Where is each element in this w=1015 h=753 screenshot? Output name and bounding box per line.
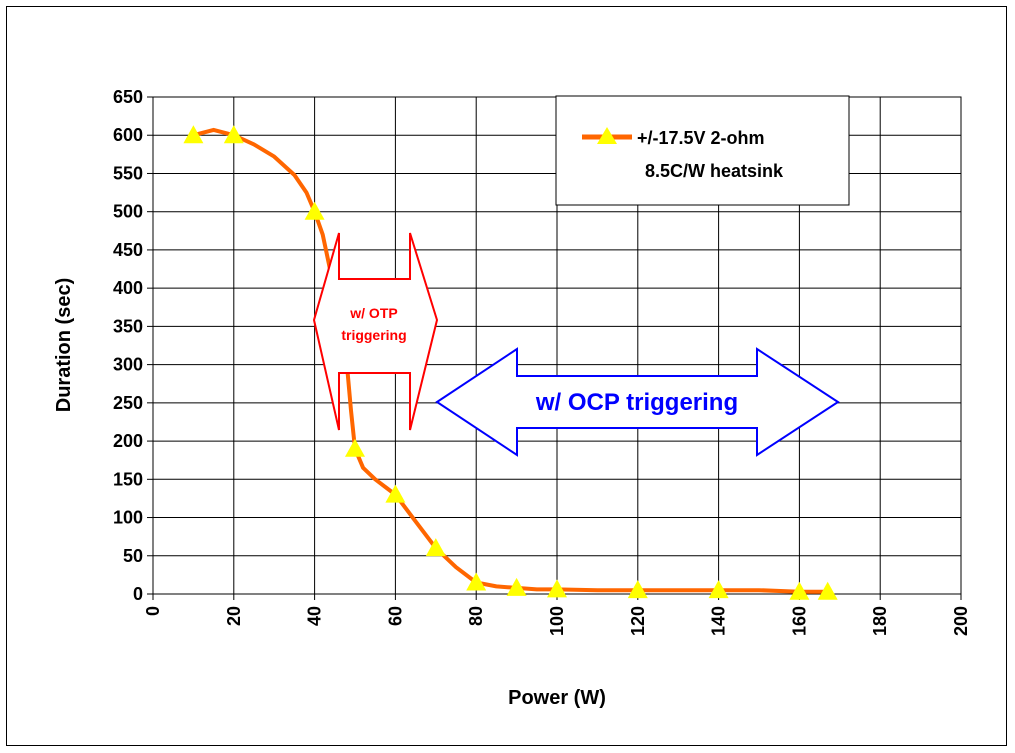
series-group bbox=[183, 125, 838, 600]
y-tick-label: 500 bbox=[113, 202, 143, 222]
y-tick-label: 450 bbox=[113, 240, 143, 260]
data-point-marker bbox=[425, 538, 446, 557]
x-tick-label: 160 bbox=[789, 606, 809, 636]
legend-marker-swatch bbox=[597, 127, 617, 144]
data-point-marker bbox=[708, 580, 729, 599]
data-point-marker bbox=[547, 579, 567, 598]
data-point-marker bbox=[223, 125, 244, 144]
y-tick-label: 300 bbox=[113, 355, 143, 375]
ocp-annotation: w/ OCP triggering bbox=[435, 347, 840, 457]
legend-entry-line-2: 8.5C/W heatsink bbox=[645, 161, 784, 181]
y-axis-ticks: 0 50 100 150 200 250 300 350 400 450 500 550 600 650 bbox=[113, 87, 153, 604]
data-point-marker bbox=[466, 572, 487, 591]
x-tick-label: 140 bbox=[709, 606, 729, 636]
y-tick-label: 150 bbox=[113, 469, 143, 489]
data-point-marker bbox=[345, 438, 365, 457]
data-point-marker bbox=[789, 581, 810, 600]
otp-annotation: w/ OTP triggering bbox=[312, 232, 439, 431]
otp-arrow bbox=[312, 232, 439, 431]
legend-entry-line-1: +/-17.5V 2-ohm bbox=[637, 128, 765, 148]
legend: +/-17.5V 2-ohm 8.5C/W heatsink bbox=[555, 95, 850, 206]
y-axis-title: Duration (sec) bbox=[53, 278, 75, 412]
y-tick-label: 600 bbox=[113, 125, 143, 145]
x-tick-label: 0 bbox=[143, 606, 163, 616]
data-point-marker bbox=[385, 484, 406, 503]
otp-label-line-2: triggering bbox=[341, 327, 406, 343]
x-tick-label: 180 bbox=[870, 606, 890, 636]
y-tick-label: 350 bbox=[113, 316, 143, 336]
y-tick-label: 250 bbox=[113, 393, 143, 413]
data-point-marker bbox=[304, 201, 325, 220]
y-tick-label: 550 bbox=[113, 163, 143, 183]
ocp-label: w/ OCP triggering bbox=[535, 389, 738, 416]
x-tick-label: 60 bbox=[385, 606, 405, 626]
x-tick-label: 100 bbox=[547, 606, 567, 636]
x-axis-ticks: 0 20 40 60 80 100 120 140 160 180 200 bbox=[143, 594, 971, 636]
x-tick-label: 40 bbox=[305, 606, 325, 626]
legend-box bbox=[555, 95, 850, 206]
y-tick-label: 50 bbox=[123, 546, 143, 566]
ocp-arrow bbox=[435, 347, 840, 457]
series-line bbox=[191, 127, 830, 594]
data-point-marker bbox=[183, 125, 204, 144]
x-axis-title: Power (W) bbox=[508, 687, 606, 709]
x-tick-label: 80 bbox=[466, 606, 486, 626]
data-point-marker bbox=[506, 577, 527, 596]
x-tick-label: 200 bbox=[951, 606, 971, 636]
y-tick-label: 100 bbox=[113, 508, 143, 528]
y-tick-label: 200 bbox=[113, 431, 143, 451]
otp-label-line-1: w/ OTP bbox=[349, 305, 397, 321]
data-point-marker bbox=[817, 581, 838, 600]
y-tick-label: 650 bbox=[113, 87, 143, 107]
x-tick-label: 20 bbox=[224, 606, 244, 626]
y-tick-label: 400 bbox=[113, 278, 143, 298]
x-tick-label: 120 bbox=[628, 606, 648, 636]
data-point-marker bbox=[627, 580, 648, 599]
y-tick-label: 0 bbox=[133, 584, 143, 604]
